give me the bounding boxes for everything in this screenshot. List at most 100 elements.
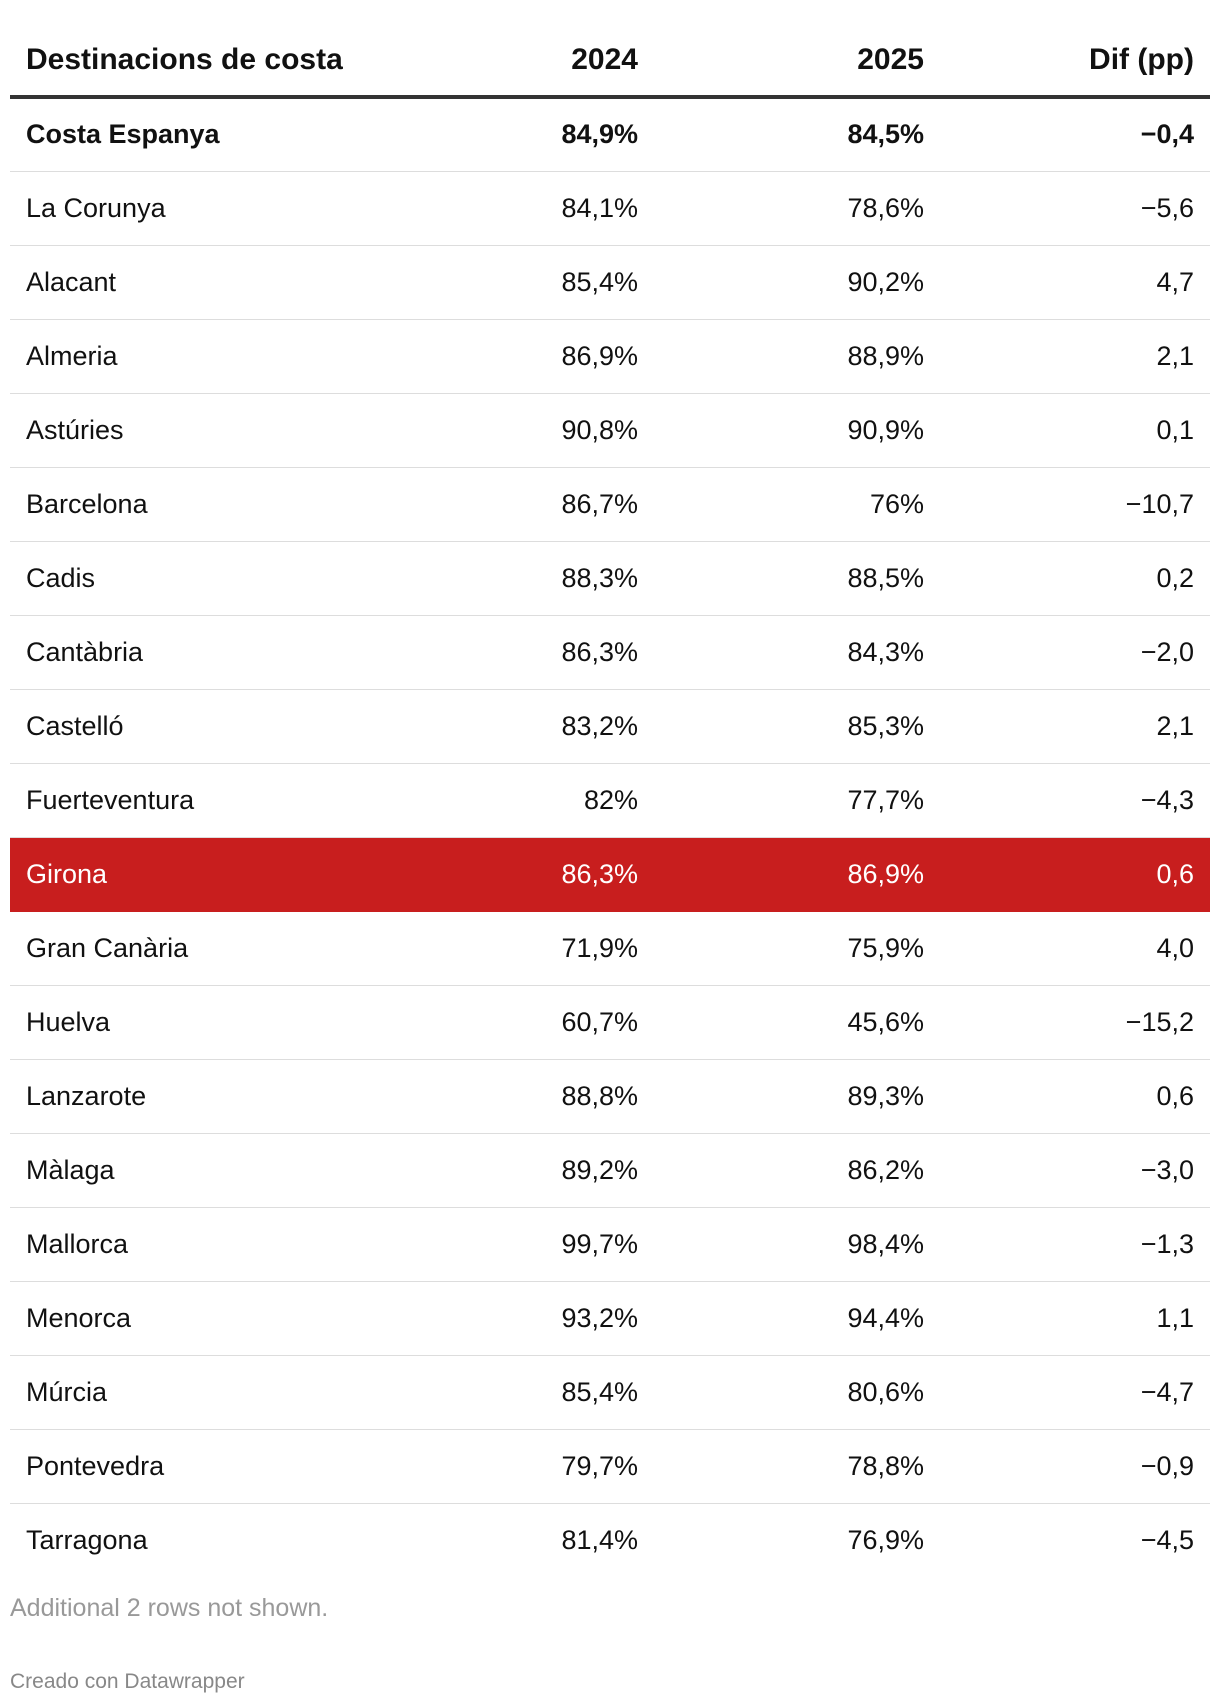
destination-cell: Menorca <box>10 1281 370 1356</box>
destination-cell: Múrcia <box>10 1355 370 1430</box>
dif-cell: −10,7 <box>940 467 1210 542</box>
value-2025-cell: 88,9% <box>654 319 940 394</box>
table-row: Gran Canària 71,9% 75,9% 4,0 <box>10 911 1210 986</box>
destination-cell: Lanzarote <box>10 1059 370 1134</box>
value-2024-cell: 88,8% <box>370 1059 654 1134</box>
destination-cell: Alacant <box>10 245 370 320</box>
value-2025-cell: 86,2% <box>654 1133 940 1208</box>
value-2024-cell: 84,1% <box>370 171 654 246</box>
value-2025-cell: 75,9% <box>654 911 940 986</box>
table-row: Almeria 86,9% 88,9% 2,1 <box>10 319 1210 394</box>
destination-cell: La Corunya <box>10 171 370 246</box>
dif-cell: 0,2 <box>940 541 1210 616</box>
value-2025-cell: 89,3% <box>654 1059 940 1134</box>
data-table-container: Destinacions de costa 2024 2025 Dif (pp)… <box>10 25 1210 1577</box>
table-row: Mallorca 99,7% 98,4% −1,3 <box>10 1207 1210 1282</box>
value-2024-cell: 60,7% <box>370 985 654 1060</box>
destination-cell: Cadis <box>10 541 370 616</box>
value-2024-cell: 82% <box>370 763 654 838</box>
column-header-destination[interactable]: Destinacions de costa <box>10 25 370 99</box>
value-2025-cell: 84,5% <box>654 97 940 172</box>
table-body: Costa Espanya 84,9% 84,5% −0,4 La Corunya 84,… <box>10 97 1210 1577</box>
value-2024-cell: 83,2% <box>370 689 654 764</box>
value-2024-cell: 88,3% <box>370 541 654 616</box>
destination-cell: Màlaga <box>10 1133 370 1208</box>
dif-cell: 0,1 <box>940 393 1210 468</box>
value-2024-cell: 89,2% <box>370 1133 654 1208</box>
table-row: Cantàbria 86,3% 84,3% −2,0 <box>10 615 1210 690</box>
destination-cell: Castelló <box>10 689 370 764</box>
table-row: Múrcia 85,4% 80,6% −4,7 <box>10 1355 1210 1430</box>
value-2025-cell: 86,9% <box>654 837 940 912</box>
dif-cell: −3,0 <box>940 1133 1210 1208</box>
table-row: Tarragona 81,4% 76,9% −4,5 <box>10 1503 1210 1577</box>
table-header: Destinacions de costa 2024 2025 Dif (pp) <box>10 25 1210 99</box>
value-2024-cell: 99,7% <box>370 1207 654 1282</box>
value-2025-cell: 88,5% <box>654 541 940 616</box>
dif-cell: 2,1 <box>940 319 1210 394</box>
dif-cell: 1,1 <box>940 1281 1210 1356</box>
table-row: Fuerteventura 82% 77,7% −4,3 <box>10 763 1210 838</box>
table-notes: Additional 2 rows not shown. <box>10 1594 329 1622</box>
dif-cell: 4,0 <box>940 911 1210 986</box>
value-2024-cell: 86,3% <box>370 837 654 912</box>
value-2024-cell: 79,7% <box>370 1429 654 1504</box>
table-row: Costa Espanya 84,9% 84,5% −0,4 <box>10 97 1210 172</box>
value-2024-cell: 86,7% <box>370 467 654 542</box>
data-table: Destinacions de costa 2024 2025 Dif (pp)… <box>10 25 1210 1577</box>
table-row: Lanzarote 88,8% 89,3% 0,6 <box>10 1059 1210 1134</box>
destination-cell: Almeria <box>10 319 370 394</box>
dif-cell: 4,7 <box>940 245 1210 320</box>
destination-cell: Girona <box>10 837 370 912</box>
destination-cell: Barcelona <box>10 467 370 542</box>
dif-cell: −2,0 <box>940 615 1210 690</box>
value-2024-cell: 85,4% <box>370 245 654 320</box>
value-2024-cell: 84,9% <box>370 97 654 172</box>
column-header-2024[interactable]: 2024 <box>370 25 654 99</box>
dif-cell: −4,3 <box>940 763 1210 838</box>
value-2025-cell: 76,9% <box>847 1524 924 1555</box>
value-2024-cell: 71,9% <box>370 911 654 986</box>
table-row: Huelva 60,7% 45,6% −15,2 <box>10 985 1210 1060</box>
value-2025-cell: 94,4% <box>654 1281 940 1356</box>
column-header-2025[interactable]: 2025 <box>654 25 940 99</box>
value-2025-cell: 77,7% <box>654 763 940 838</box>
value-2025-cell: 90,2% <box>654 245 940 320</box>
credit-text: Creado con Datawrapper <box>10 1670 245 1693</box>
dif-cell: 0,6 <box>940 837 1210 912</box>
dif-cell: −0,4 <box>940 97 1210 172</box>
value-2025-cell: 80,6% <box>654 1355 940 1430</box>
table-row: Màlaga 89,2% 86,2% −3,0 <box>10 1133 1210 1208</box>
value-2025-cell: 90,9% <box>654 393 940 468</box>
value-2025-cell: 78,6% <box>654 171 940 246</box>
destination-cell: Astúries <box>10 393 370 468</box>
value-2024-cell: 93,2% <box>370 1281 654 1356</box>
column-header-dif[interactable]: Dif (pp) <box>940 25 1210 99</box>
destination-cell: Tarragona <box>26 1524 148 1555</box>
value-2024-cell: 81,4% <box>561 1524 638 1555</box>
table-row: Alacant 85,4% 90,2% 4,7 <box>10 245 1210 320</box>
destination-cell: Gran Canària <box>10 911 370 986</box>
value-2024-cell: 90,8% <box>370 393 654 468</box>
value-2025-cell: 98,4% <box>654 1207 940 1282</box>
table-row: Castelló 83,2% 85,3% 2,1 <box>10 689 1210 764</box>
value-2024-cell: 86,9% <box>370 319 654 394</box>
destination-cell: Pontevedra <box>10 1429 370 1504</box>
table-row: La Corunya 84,1% 78,6% −5,6 <box>10 171 1210 246</box>
destination-cell: Huelva <box>10 985 370 1060</box>
destination-cell: Fuerteventura <box>10 763 370 838</box>
dif-cell: −15,2 <box>940 985 1210 1060</box>
destination-cell: Mallorca <box>10 1207 370 1282</box>
destination-cell: Costa Espanya <box>10 97 370 172</box>
dif-cell: −5,6 <box>940 171 1210 246</box>
value-2024-cell: 86,3% <box>370 615 654 690</box>
table-row: Girona 86,3% 86,9% 0,6 <box>10 837 1210 912</box>
value-2025-cell: 78,8% <box>654 1429 940 1504</box>
table-row: Menorca 93,2% 94,4% 1,1 <box>10 1281 1210 1356</box>
value-2024-cell: 85,4% <box>370 1355 654 1430</box>
table-row: Barcelona 86,7% 76% −10,7 <box>10 467 1210 542</box>
table-row: Pontevedra 79,7% 78,8% −0,9 <box>10 1429 1210 1504</box>
table-row: Cadis 88,3% 88,5% 0,2 <box>10 541 1210 616</box>
value-2025-cell: 84,3% <box>654 615 940 690</box>
dif-cell: 2,1 <box>940 689 1210 764</box>
